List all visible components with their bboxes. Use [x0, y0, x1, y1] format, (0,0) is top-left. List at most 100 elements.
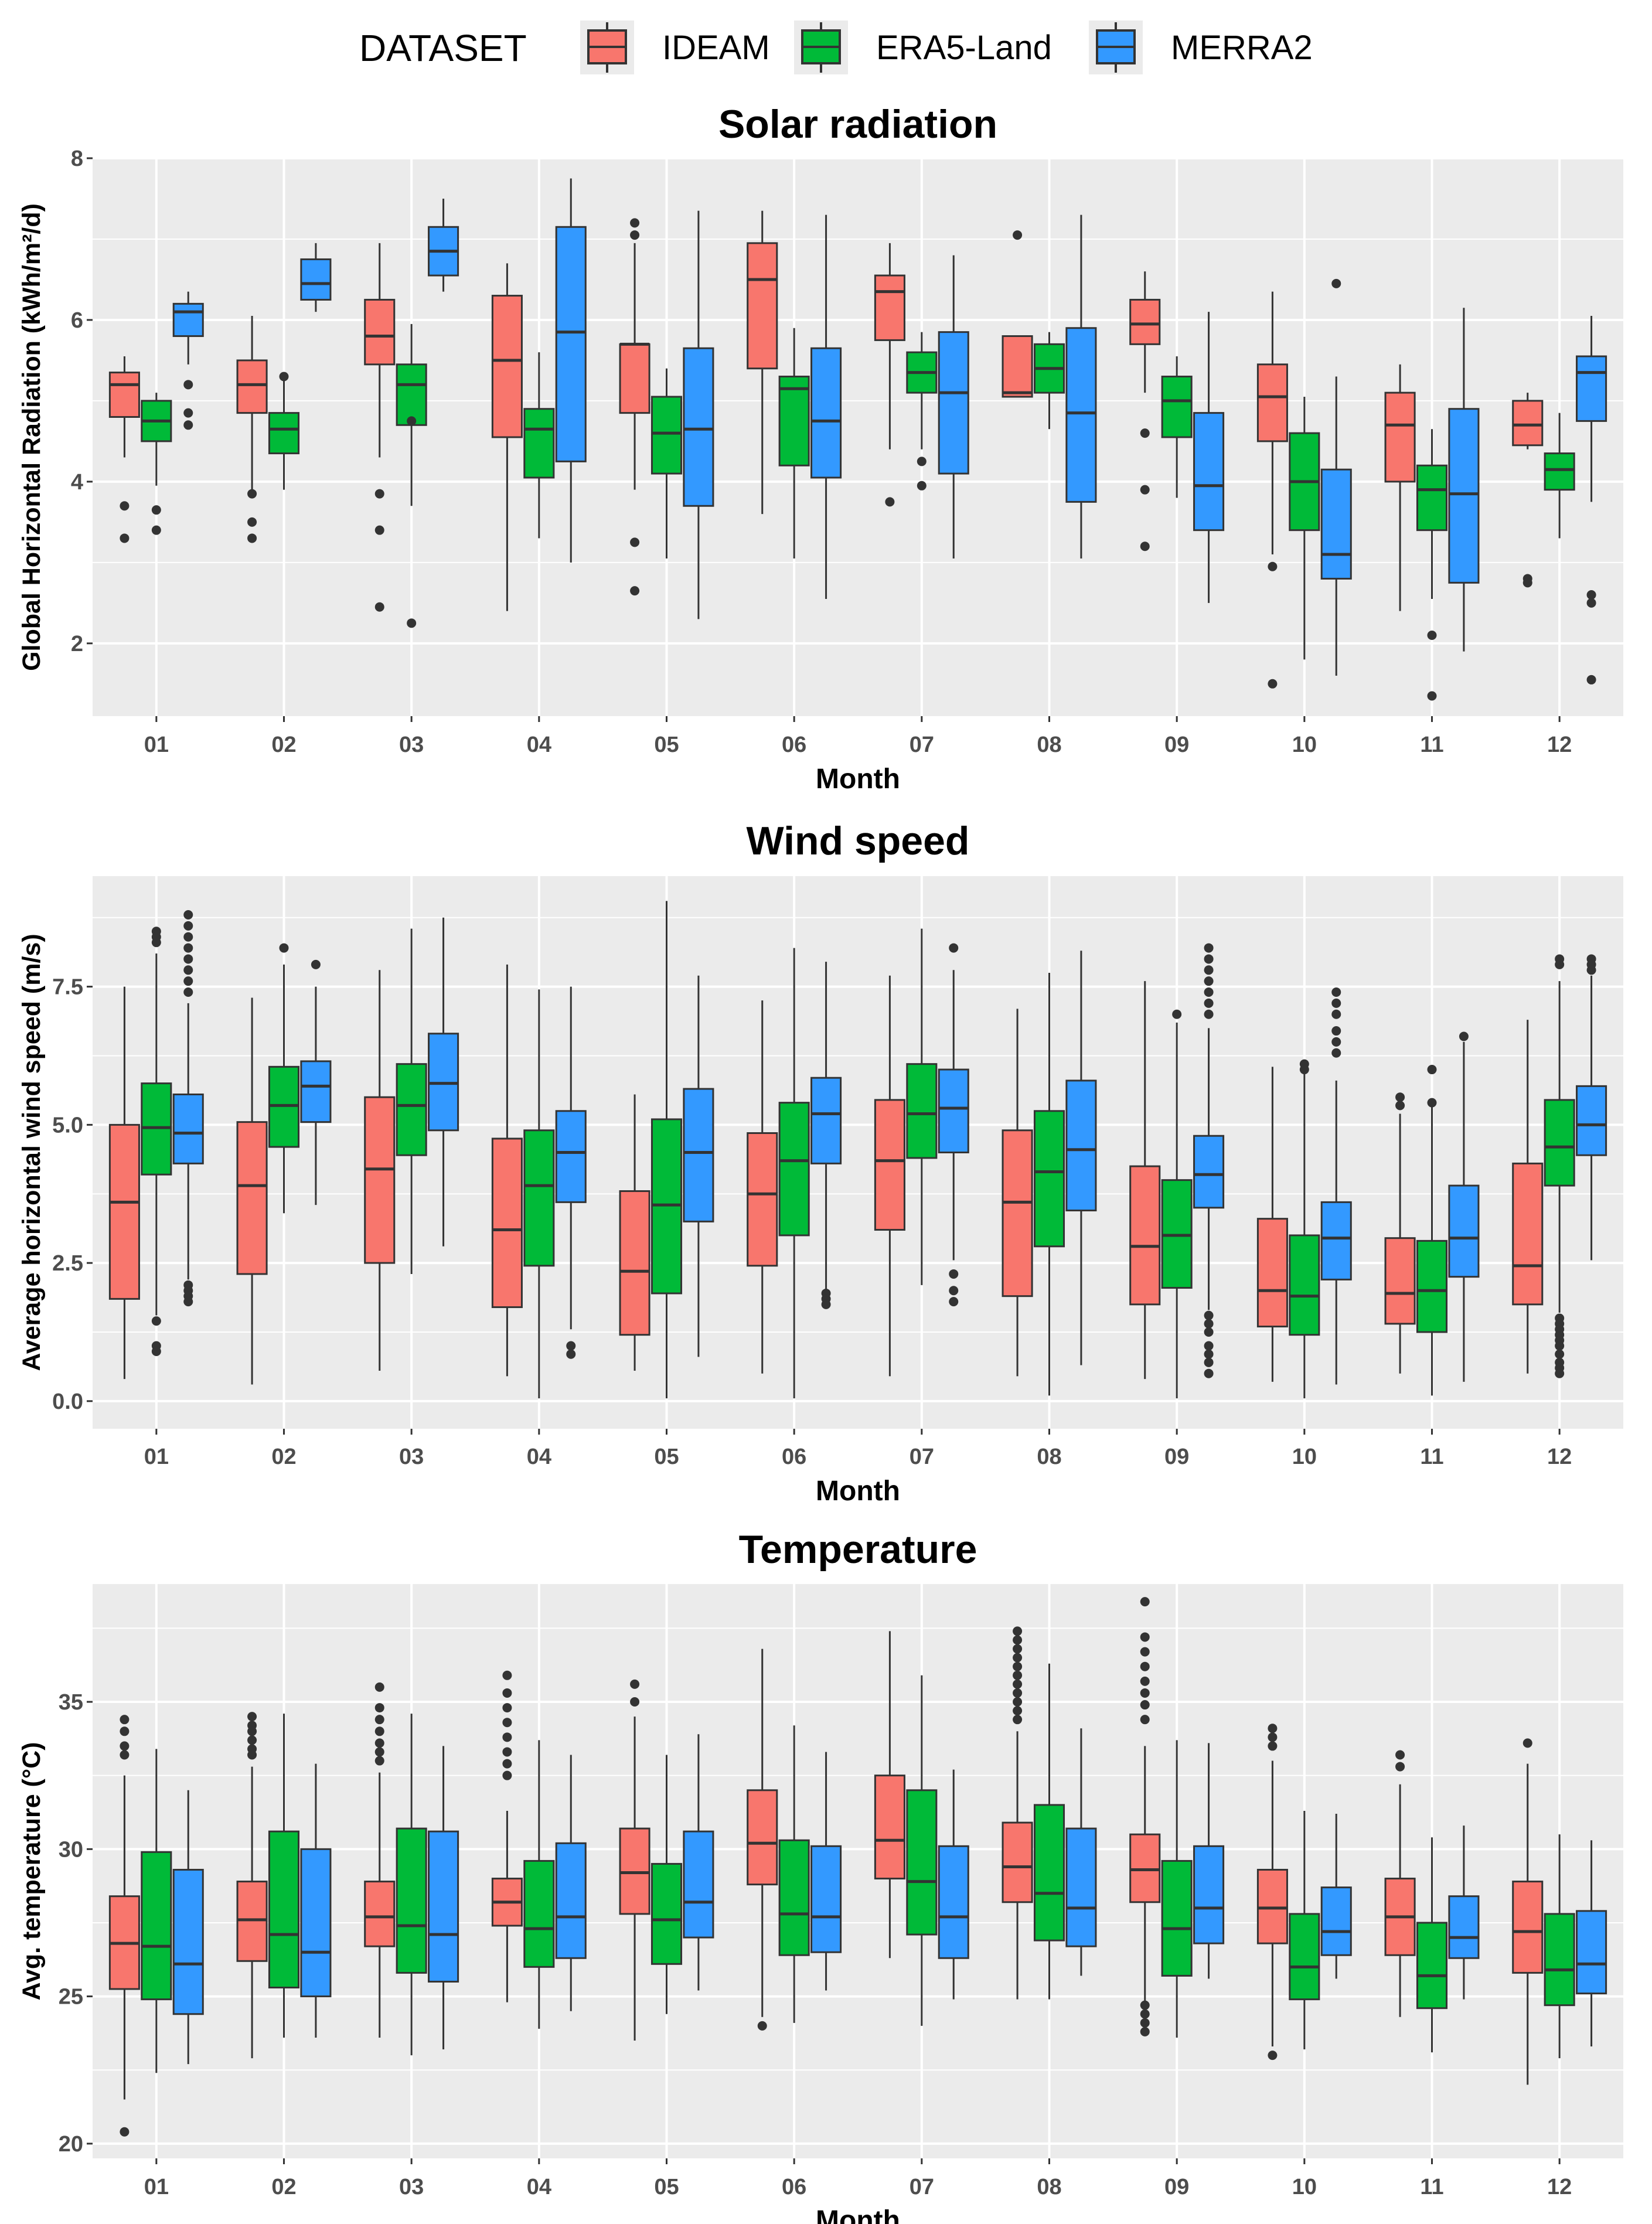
x-tick-label: 02	[271, 2175, 296, 2199]
box-06	[747, 1649, 778, 2031]
outlier-point	[1204, 1327, 1214, 1337]
outlier-point	[1555, 959, 1565, 969]
legend-item-ideam: IDEAM	[580, 21, 770, 74]
box-07	[938, 1769, 969, 2000]
outlier-point	[630, 218, 640, 228]
iqr-box	[778, 1102, 810, 1237]
iqr-box	[428, 1830, 459, 1983]
legend-label: ERA5-Land	[876, 29, 1052, 67]
box-01	[108, 1715, 140, 2137]
outlier-point	[1268, 679, 1278, 689]
outlier-point	[502, 1770, 512, 1780]
iqr-box	[1002, 1129, 1033, 1297]
box-01	[141, 927, 172, 1356]
iqr-box	[1193, 412, 1225, 532]
outlier-point	[374, 489, 384, 499]
box-06	[747, 1000, 778, 1374]
outlier-point	[1331, 998, 1341, 1008]
y-tick-label: 8	[71, 147, 83, 171]
iqr-box	[1289, 1234, 1320, 1336]
y-tick-label: 35	[59, 1690, 83, 1715]
iqr-box	[1193, 1135, 1225, 1209]
iqr-box	[1512, 1881, 1544, 1974]
box-08	[1002, 230, 1033, 398]
outlier-point	[1140, 2027, 1150, 2036]
outlier-point	[1172, 1009, 1182, 1019]
box-11	[1448, 308, 1480, 652]
iqr-box	[747, 242, 778, 370]
iqr-box	[1448, 1184, 1480, 1278]
outlier-point	[949, 1286, 959, 1296]
series-merra2	[172, 1728, 1607, 2065]
outlier-point	[183, 954, 193, 964]
box-08	[1065, 1728, 1097, 1976]
panel-wind-speed: 0.0 2.5 5.0 7.5 01 02 03 04 05 06 07 08 09 10 11 12 Wind…	[18, 819, 1623, 1507]
iqr-box	[491, 295, 523, 438]
outlier-point	[502, 1718, 512, 1728]
iqr-box	[108, 1123, 140, 1300]
iqr-box	[555, 1842, 587, 1959]
series-ideam	[108, 964, 1544, 1385]
outlier-point	[1204, 1310, 1214, 1320]
x-tick-label: 03	[399, 2175, 424, 2199]
outlier-point	[1204, 943, 1214, 953]
outlier-point	[183, 943, 193, 953]
box-04	[555, 178, 587, 563]
outlier-point	[374, 1726, 384, 1736]
iqr-box	[1065, 1827, 1097, 1947]
iqr-box	[683, 347, 714, 507]
outlier-point	[1555, 1349, 1565, 1359]
outlier-point	[1013, 230, 1023, 240]
iqr-box	[555, 1110, 587, 1203]
box-12	[1512, 1738, 1544, 2085]
outlier-point	[502, 1670, 512, 1680]
box-10	[1256, 1067, 1288, 1382]
outlier-point	[279, 943, 289, 953]
y-tick-label: 7.5	[52, 975, 83, 1000]
iqr-box	[1256, 1868, 1288, 1944]
box-01	[141, 393, 172, 535]
outlier-point	[120, 1715, 130, 1725]
box-05	[650, 368, 683, 558]
outlier-point	[374, 1738, 384, 1748]
iqr-box	[1002, 1821, 1033, 1903]
box-05	[619, 1094, 650, 1371]
outlier-point	[1013, 1706, 1023, 1716]
iqr-box	[555, 226, 587, 462]
x-tick-label: 09	[1164, 1445, 1189, 1469]
outlier-point	[120, 533, 130, 543]
iqr-box	[683, 1088, 714, 1222]
box-08	[1065, 214, 1097, 558]
outlier-point	[120, 501, 130, 511]
box-05	[650, 901, 683, 1399]
plot-background	[93, 876, 1623, 1429]
legend-item-merra2: MERRA2	[1089, 21, 1313, 74]
iqr-box	[1129, 298, 1161, 345]
iqr-box	[1576, 1085, 1607, 1156]
iqr-box	[938, 331, 969, 475]
box-08	[1002, 1009, 1033, 1377]
box-02	[268, 1714, 300, 2038]
outlier-point	[1140, 1700, 1150, 1710]
legend-item-era5-land: ERA5-Land	[794, 21, 1052, 74]
x-tick-label: 01	[144, 1445, 169, 1469]
iqr-box	[523, 1859, 555, 1968]
outlier-point	[374, 602, 384, 612]
panel-title: Wind speed	[747, 819, 970, 863]
iqr-box	[1576, 1910, 1607, 1995]
iqr-box	[1289, 1913, 1320, 2001]
outlier-point	[1522, 578, 1532, 588]
iqr-box	[364, 298, 396, 366]
box-10	[1289, 1810, 1320, 2050]
box-08	[1033, 1663, 1065, 2000]
outlier-point	[279, 372, 289, 382]
outlier-point	[566, 1349, 576, 1359]
outlier-point	[151, 1346, 161, 1356]
outlier-point	[1204, 1368, 1214, 1378]
box-12	[1576, 316, 1607, 684]
box-04	[523, 352, 555, 539]
box-12	[1512, 1020, 1544, 1374]
outlier-point	[247, 533, 257, 543]
panel-title: Temperature	[739, 1527, 977, 1572]
iqr-box	[1416, 1239, 1448, 1333]
